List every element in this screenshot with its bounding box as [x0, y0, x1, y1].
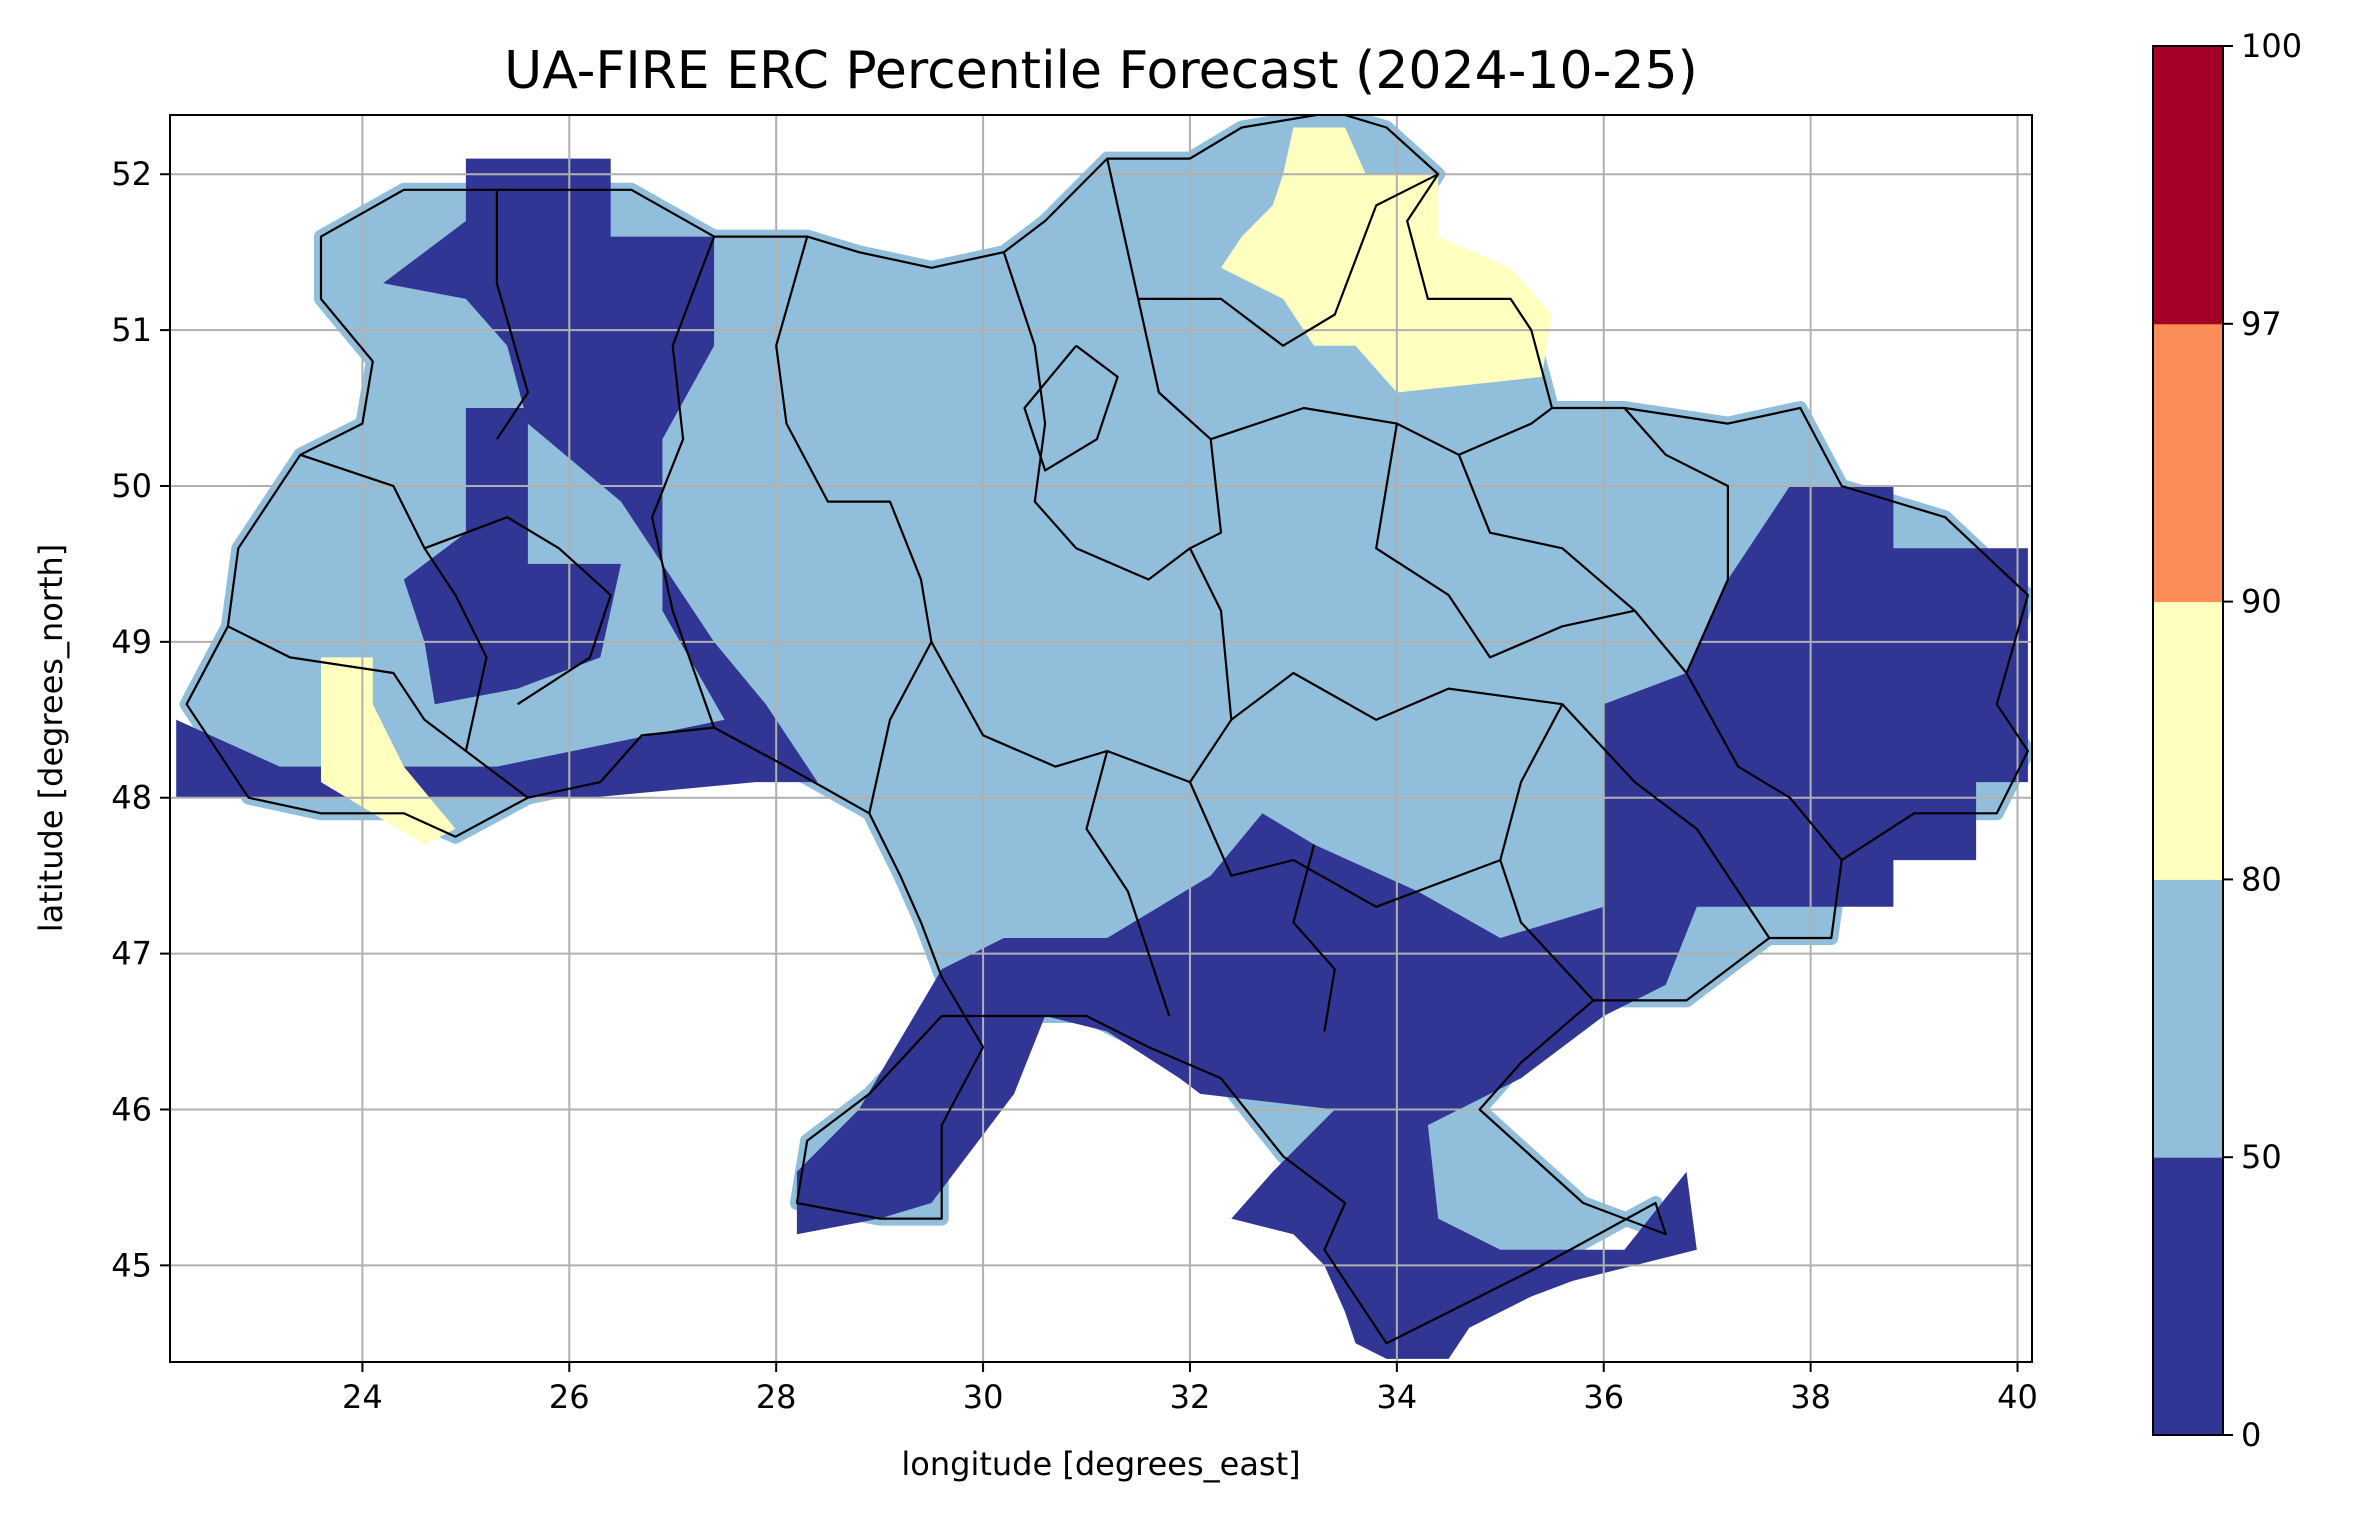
colorbar-frame — [2152, 45, 2224, 1436]
percentile-regions — [176, 127, 2028, 1359]
y-tick-label: 45 — [111, 1246, 152, 1284]
colorbar-segment — [2153, 323, 2223, 603]
x-tick-label: 28 — [756, 1378, 797, 1416]
x-tick-label: 30 — [963, 1378, 1004, 1416]
percentile-region — [1221, 127, 1552, 393]
oblast-border — [775, 236, 933, 814]
colorbar-segment — [2153, 46, 2223, 325]
y-axis-ticks: 45 46 47 48 49 50 51 52 — [111, 155, 170, 1284]
y-tick-label: 51 — [111, 311, 152, 349]
oblast-border — [1188, 781, 1501, 908]
colorbar-tick-label: 97 — [2241, 305, 2282, 343]
colorbar-segment — [2153, 879, 2223, 1158]
y-axis-label: latitude [degrees_north] — [32, 544, 70, 933]
colorbar-segment — [2153, 1157, 2223, 1436]
oblast-border — [650, 236, 716, 728]
colorbar: 0 50 80 90 97 100 — [2152, 27, 2302, 1454]
oblast-border — [930, 251, 1233, 784]
x-tick-label: 36 — [1583, 1378, 1624, 1416]
oblast-border — [1685, 672, 1843, 861]
x-tick-label: 34 — [1376, 1378, 1417, 1416]
y-tick-label: 46 — [111, 1090, 152, 1128]
oblast-border — [495, 189, 530, 440]
x-tick-label: 40 — [1997, 1378, 2038, 1416]
colorbar-tick-label: 0 — [2241, 1416, 2261, 1454]
oblast-border — [299, 453, 488, 752]
gridlines — [170, 115, 2032, 1362]
y-tick-label: 50 — [111, 467, 152, 505]
oblast-border — [1210, 406, 1553, 456]
x-tick-label: 38 — [1790, 1378, 1831, 1416]
oblast-border — [1292, 844, 1336, 1032]
colorbar-tick-label: 80 — [2241, 860, 2282, 898]
oblast-border — [1085, 750, 1171, 1017]
oblast-border — [1457, 454, 1636, 612]
y-tick-label: 49 — [111, 623, 152, 661]
percentile-region — [176, 158, 818, 798]
x-tick-label: 26 — [549, 1378, 590, 1416]
colorbar-tick-label: 90 — [2241, 583, 2282, 621]
country-border — [185, 115, 2030, 1345]
colorbar-tick-label: 50 — [2241, 1138, 2282, 1176]
oblast-border — [1230, 671, 1771, 939]
y-tick-label: 48 — [111, 779, 152, 817]
y-tick-label: 47 — [111, 935, 152, 973]
percentile-region — [796, 486, 2028, 1359]
admin-borders — [185, 115, 2030, 1345]
chart-title: UA-FIRE ERC Percentile Forecast (2024-10… — [504, 41, 1698, 101]
oblast-border — [1023, 344, 1119, 472]
axes-frame — [169, 114, 2033, 1363]
percentile-region — [403, 408, 621, 705]
x-tick-label: 32 — [1170, 1378, 1211, 1416]
x-axis-ticks: 24 26 28 30 32 34 36 38 40 — [342, 1362, 2038, 1416]
x-axis-label: longitude [degrees_east] — [901, 1445, 1300, 1483]
x-tick-label: 24 — [342, 1378, 383, 1416]
oblast-border — [227, 625, 529, 799]
colorbar-tick-label: 100 — [2241, 27, 2302, 65]
y-tick-label: 52 — [111, 155, 152, 193]
colorbar-segment — [2153, 601, 2223, 880]
oblast-border — [424, 516, 612, 706]
